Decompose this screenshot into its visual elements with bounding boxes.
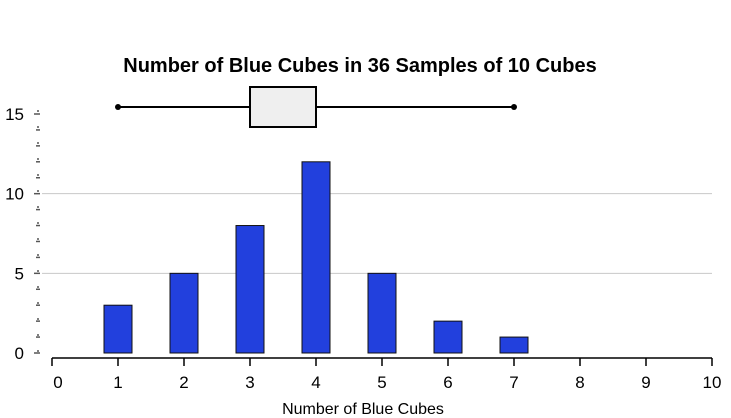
- bar: [235, 225, 265, 354]
- x-tick-label: 6: [443, 373, 452, 392]
- x-tick-label: 4: [311, 373, 320, 392]
- x-tick-label: 0: [53, 373, 62, 392]
- y-axis: 0 5 10 15: [5, 105, 40, 363]
- bar: [433, 320, 463, 354]
- grid-lines: [42, 193, 712, 274]
- x-tick-label: 7: [509, 373, 518, 392]
- x-tick-label: 5: [377, 373, 386, 392]
- bar: [367, 272, 397, 354]
- x-tick-label: 2: [179, 373, 188, 392]
- x-axis: 0 1 2 3 4 5 6 7 8 9 10: [51, 357, 722, 392]
- box-plot: [115, 86, 517, 128]
- bar: [499, 336, 529, 354]
- box-max-point: [511, 104, 517, 110]
- box-min-point: [115, 104, 121, 110]
- bars: [103, 161, 529, 354]
- box-iqr: [249, 86, 317, 128]
- y-tick-label: 10: [5, 185, 24, 204]
- x-tick-label: 8: [575, 373, 584, 392]
- y-tick-label: 0: [15, 344, 24, 363]
- x-axis-label: Number of Blue Cubes: [282, 401, 444, 418]
- chart-title: Number of Blue Cubes in 36 Samples of 10…: [123, 55, 596, 77]
- bar: [103, 304, 133, 354]
- x-tick-label: 1: [113, 373, 122, 392]
- bar: [301, 161, 331, 354]
- x-tick-label: 10: [703, 373, 722, 392]
- x-tick-label: 3: [245, 373, 254, 392]
- x-tick-label: 9: [641, 373, 650, 392]
- bar: [169, 272, 199, 354]
- y-tick-label: 5: [15, 264, 24, 283]
- y-tick-label: 15: [5, 105, 24, 124]
